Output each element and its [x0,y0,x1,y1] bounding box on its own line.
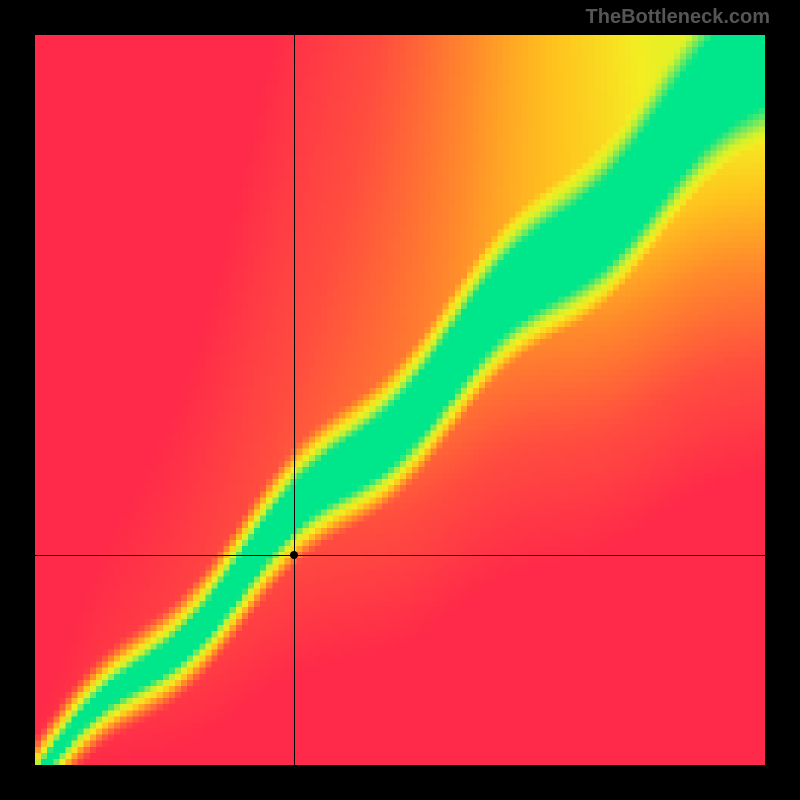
crosshair-marker [290,551,298,559]
heatmap-container [35,35,765,765]
crosshair-vertical [294,35,295,765]
heatmap-canvas [35,35,765,765]
watermark-text: TheBottleneck.com [586,6,770,29]
crosshair-horizontal [35,555,765,556]
